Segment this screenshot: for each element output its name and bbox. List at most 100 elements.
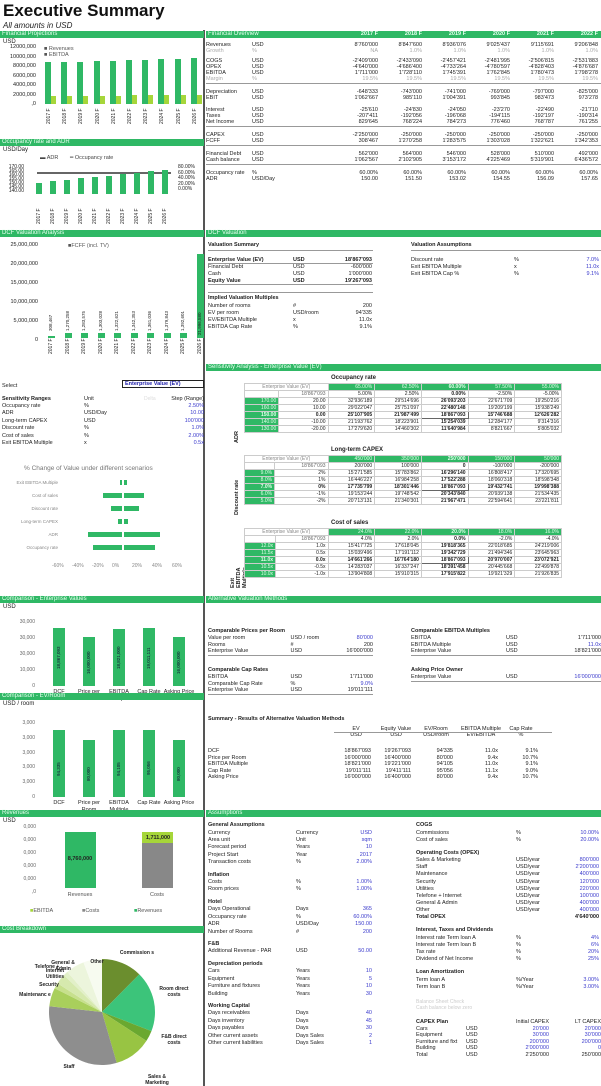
sens-col-title: Cost of sales <box>331 520 369 526</box>
y-tick: 20,000,000 <box>10 261 38 267</box>
row-delta: -1% <box>274 490 329 498</box>
row-value: 546'000 <box>446 151 466 157</box>
range-unit: % <box>84 432 89 439</box>
total-value: 4'640'000 <box>574 914 599 920</box>
x-tick: -40% <box>72 563 84 569</box>
range-step-input[interactable]: 10.00 <box>190 410 204 417</box>
alt-input[interactable]: 80'000 <box>356 635 373 641</box>
assumption-input[interactable]: 50.00 <box>358 948 372 955</box>
legend-item: ■EBITDA <box>30 908 53 914</box>
row-value: 829'645 <box>358 119 378 125</box>
x-tick: Revenues <box>67 892 93 898</box>
assumption-input[interactable]: 10 <box>365 983 372 990</box>
assumption-input[interactable]: 10 <box>365 844 372 851</box>
assumption-input[interactable]: 20% <box>587 948 599 955</box>
assumption-input[interactable]: 800'000 <box>579 857 599 864</box>
range-step-input[interactable]: 1.0% <box>191 425 204 432</box>
alt-input[interactable]: 11.0x <box>587 641 601 648</box>
assumption-input[interactable]: 30 <box>365 1025 372 1032</box>
row-value: 1'762'845 <box>486 70 510 76</box>
row-value: 154.55 <box>493 176 510 182</box>
col-delta: -5.00% <box>514 390 562 398</box>
assumption-input[interactable]: sqm <box>361 836 372 843</box>
assumption-input[interactable]: 150.00 <box>355 921 372 928</box>
separator <box>206 126 601 127</box>
select-dropdown[interactable]: Enterprise Value (EV) <box>122 380 204 388</box>
capex-initial[interactable]: 2'000'000 <box>525 1045 549 1052</box>
y-tick: 25,000,000 <box>10 242 38 248</box>
assump-input[interactable]: 9.1% <box>586 271 599 277</box>
assumption-input[interactable]: 1.00% <box>356 886 372 893</box>
assumption-label: Staff <box>416 864 428 871</box>
capex-initial[interactable]: 30'000 <box>532 1032 549 1039</box>
assumption-input[interactable]: 45 <box>365 1017 372 1024</box>
col-delta: 2.0% <box>374 535 422 543</box>
range-step-input[interactable]: 2.50% <box>188 403 204 409</box>
row-unit: USD <box>252 157 264 163</box>
capex-initial[interactable]: 200'000 <box>529 1038 549 1045</box>
assumption-input[interactable]: 2.00% <box>356 859 372 866</box>
table-row: 12.0x 1.0x 15'417'725 17'618'045 19'818'365 2… <box>243 542 562 550</box>
range-step-input[interactable]: 2.00% <box>188 432 204 439</box>
assumption-input[interactable]: 10 <box>365 968 372 975</box>
tornado-bar-high <box>124 545 155 550</box>
x-tick: Cap Rate <box>137 800 161 806</box>
assumption-input[interactable]: 2'200'000 <box>575 864 599 871</box>
y-tick-right: 40.00% <box>178 175 195 181</box>
assumption-input[interactable]: 20.00% <box>580 836 599 843</box>
y-tick: 3,000 <box>22 779 35 786</box>
assumption-input[interactable]: 2 <box>368 1032 372 1039</box>
assumption-input[interactable]: 120'000 <box>579 878 599 885</box>
assumption-input[interactable]: 25% <box>587 955 599 962</box>
capex-lt[interactable]: 200'000 <box>581 1038 601 1045</box>
assumption-input[interactable]: USD <box>360 829 372 836</box>
capex-lt[interactable]: 20'000 <box>584 1025 601 1032</box>
left-column <box>0 30 205 1086</box>
assumption-input[interactable]: 220'000 <box>579 885 599 892</box>
separator <box>208 693 373 695</box>
capex-initial[interactable]: 20'000 <box>532 1025 549 1032</box>
assumption-input[interactable]: 365 <box>362 906 372 913</box>
summary-value: 16'000'000 <box>344 754 371 761</box>
assumption-input[interactable]: 30 <box>365 990 372 997</box>
row-value: 6'436'572 <box>574 157 598 163</box>
range-step-input[interactable]: 0.5x <box>193 440 204 446</box>
legend-swatch: ■ <box>82 908 86 914</box>
capex-lt[interactable]: 0 <box>597 1045 601 1052</box>
assumption-input[interactable]: 400'000 <box>579 906 599 913</box>
row-value: -4'780'597 <box>484 64 510 70</box>
table-row: 5.0% -2% 20'713'131 21'340'301 21'967'471 22'… <box>243 497 562 505</box>
row-label: EBITDA <box>206 70 226 76</box>
assump-input[interactable]: 7.0% <box>586 257 599 263</box>
assumption-input[interactable]: 3.00% <box>583 976 599 983</box>
assumption-input[interactable]: 10.00% <box>580 829 599 836</box>
assumption-input[interactable]: 100'000 <box>579 892 599 899</box>
assump-input[interactable]: 11.0x <box>585 264 599 270</box>
sens-col-title: Long-term CAPEX <box>331 447 384 453</box>
sensitivity-tables: Occupancy rate ADR Enterprise Value (EV) 65… <box>206 373 601 593</box>
assumption-input[interactable]: 6% <box>591 941 599 948</box>
alt-input[interactable]: 16'000'000 <box>574 674 601 680</box>
assumption-input[interactable]: 60.00% <box>353 913 372 920</box>
assumption-input[interactable]: 4% <box>591 934 599 941</box>
table-row: 9.0% 2% 15'271'585 15'783'862 16'296'140 16'8… <box>243 469 562 477</box>
summary-value: 1'000'000 <box>348 271 372 277</box>
assumption-input[interactable]: 200 <box>362 928 372 935</box>
alt-label: Enterprise Value <box>411 648 452 654</box>
year-header: 2019 F <box>448 31 466 37</box>
range-step-input[interactable]: 100'000 <box>184 417 204 424</box>
assumption-input[interactable]: 1.00% <box>356 879 372 885</box>
capex-lt[interactable]: 30'000 <box>584 1032 601 1039</box>
assumption-input[interactable]: 1 <box>368 1040 372 1046</box>
assumption-input[interactable]: 5 <box>368 975 372 982</box>
assumption-input[interactable]: 40 <box>365 1010 372 1017</box>
assumption-input[interactable]: 400'000 <box>579 899 599 906</box>
bar-label: 1,283,575 <box>81 310 86 331</box>
assump-unit: x <box>514 264 517 270</box>
assumption-input[interactable]: 3.00% <box>583 983 599 990</box>
assumption-input[interactable]: 2017 <box>359 851 372 858</box>
table-row: 7.0% 0% 17'735'799 18'301'446 18'867'093 19'4… <box>243 483 562 491</box>
assumption-input[interactable]: 400'000 <box>579 871 599 878</box>
y-tick-right: 20.00% <box>178 180 195 187</box>
alt-input[interactable]: 9.0% <box>360 680 373 687</box>
